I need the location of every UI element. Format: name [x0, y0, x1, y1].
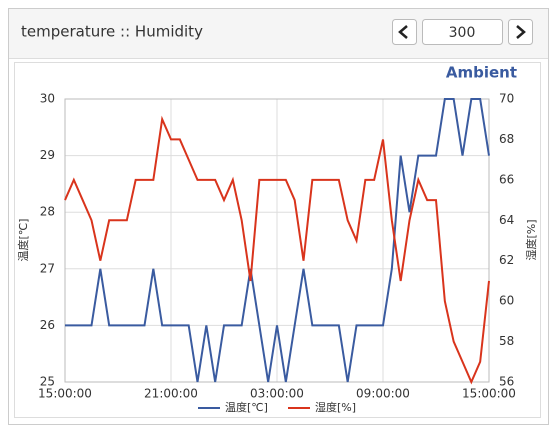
y-axis-label: 温度[℃] — [16, 219, 30, 262]
y2-tick-label: 66 — [499, 172, 514, 186]
series-line — [64, 115, 490, 385]
window-input[interactable] — [422, 19, 503, 45]
panel-title: temperature :: Humidity — [21, 23, 203, 41]
y-tick-label: 29 — [40, 148, 55, 162]
x-tick-label: 15:00:00 — [462, 387, 516, 401]
y-tick-label: 27 — [40, 261, 55, 275]
chart-title: Ambient — [446, 64, 517, 82]
plot-border — [64, 98, 490, 383]
y2-tick-label: 70 — [499, 92, 514, 106]
y-tick-label: 28 — [40, 205, 55, 219]
y2-tick-label: 58 — [499, 334, 514, 348]
x-tick-label: 09:00:00 — [356, 387, 410, 401]
y2-tick-label: 56 — [499, 375, 514, 389]
prev-button[interactable] — [392, 19, 417, 45]
y-tick-label: 25 — [40, 375, 55, 389]
x-tick-label: 21:00:00 — [144, 387, 198, 401]
legend-label: 温度[℃] — [225, 400, 268, 414]
y-tick-label: 30 — [40, 92, 55, 106]
x-tick-label: 15:00:00 — [38, 387, 92, 401]
next-button[interactable] — [508, 19, 533, 45]
window-value: 300 — [449, 25, 476, 41]
y2-axis-label: 湿度[%] — [524, 219, 538, 260]
y2-tick-label: 64 — [499, 213, 514, 227]
y-tick-label: 26 — [40, 318, 55, 332]
y2-tick-label: 62 — [499, 253, 514, 267]
legend-label: 湿度[%] — [315, 400, 356, 414]
series-line — [65, 98, 490, 383]
y2-tick-label: 60 — [499, 294, 514, 308]
y2-tick-label: 68 — [499, 132, 514, 146]
x-tick-label: 03:00:00 — [250, 387, 304, 401]
